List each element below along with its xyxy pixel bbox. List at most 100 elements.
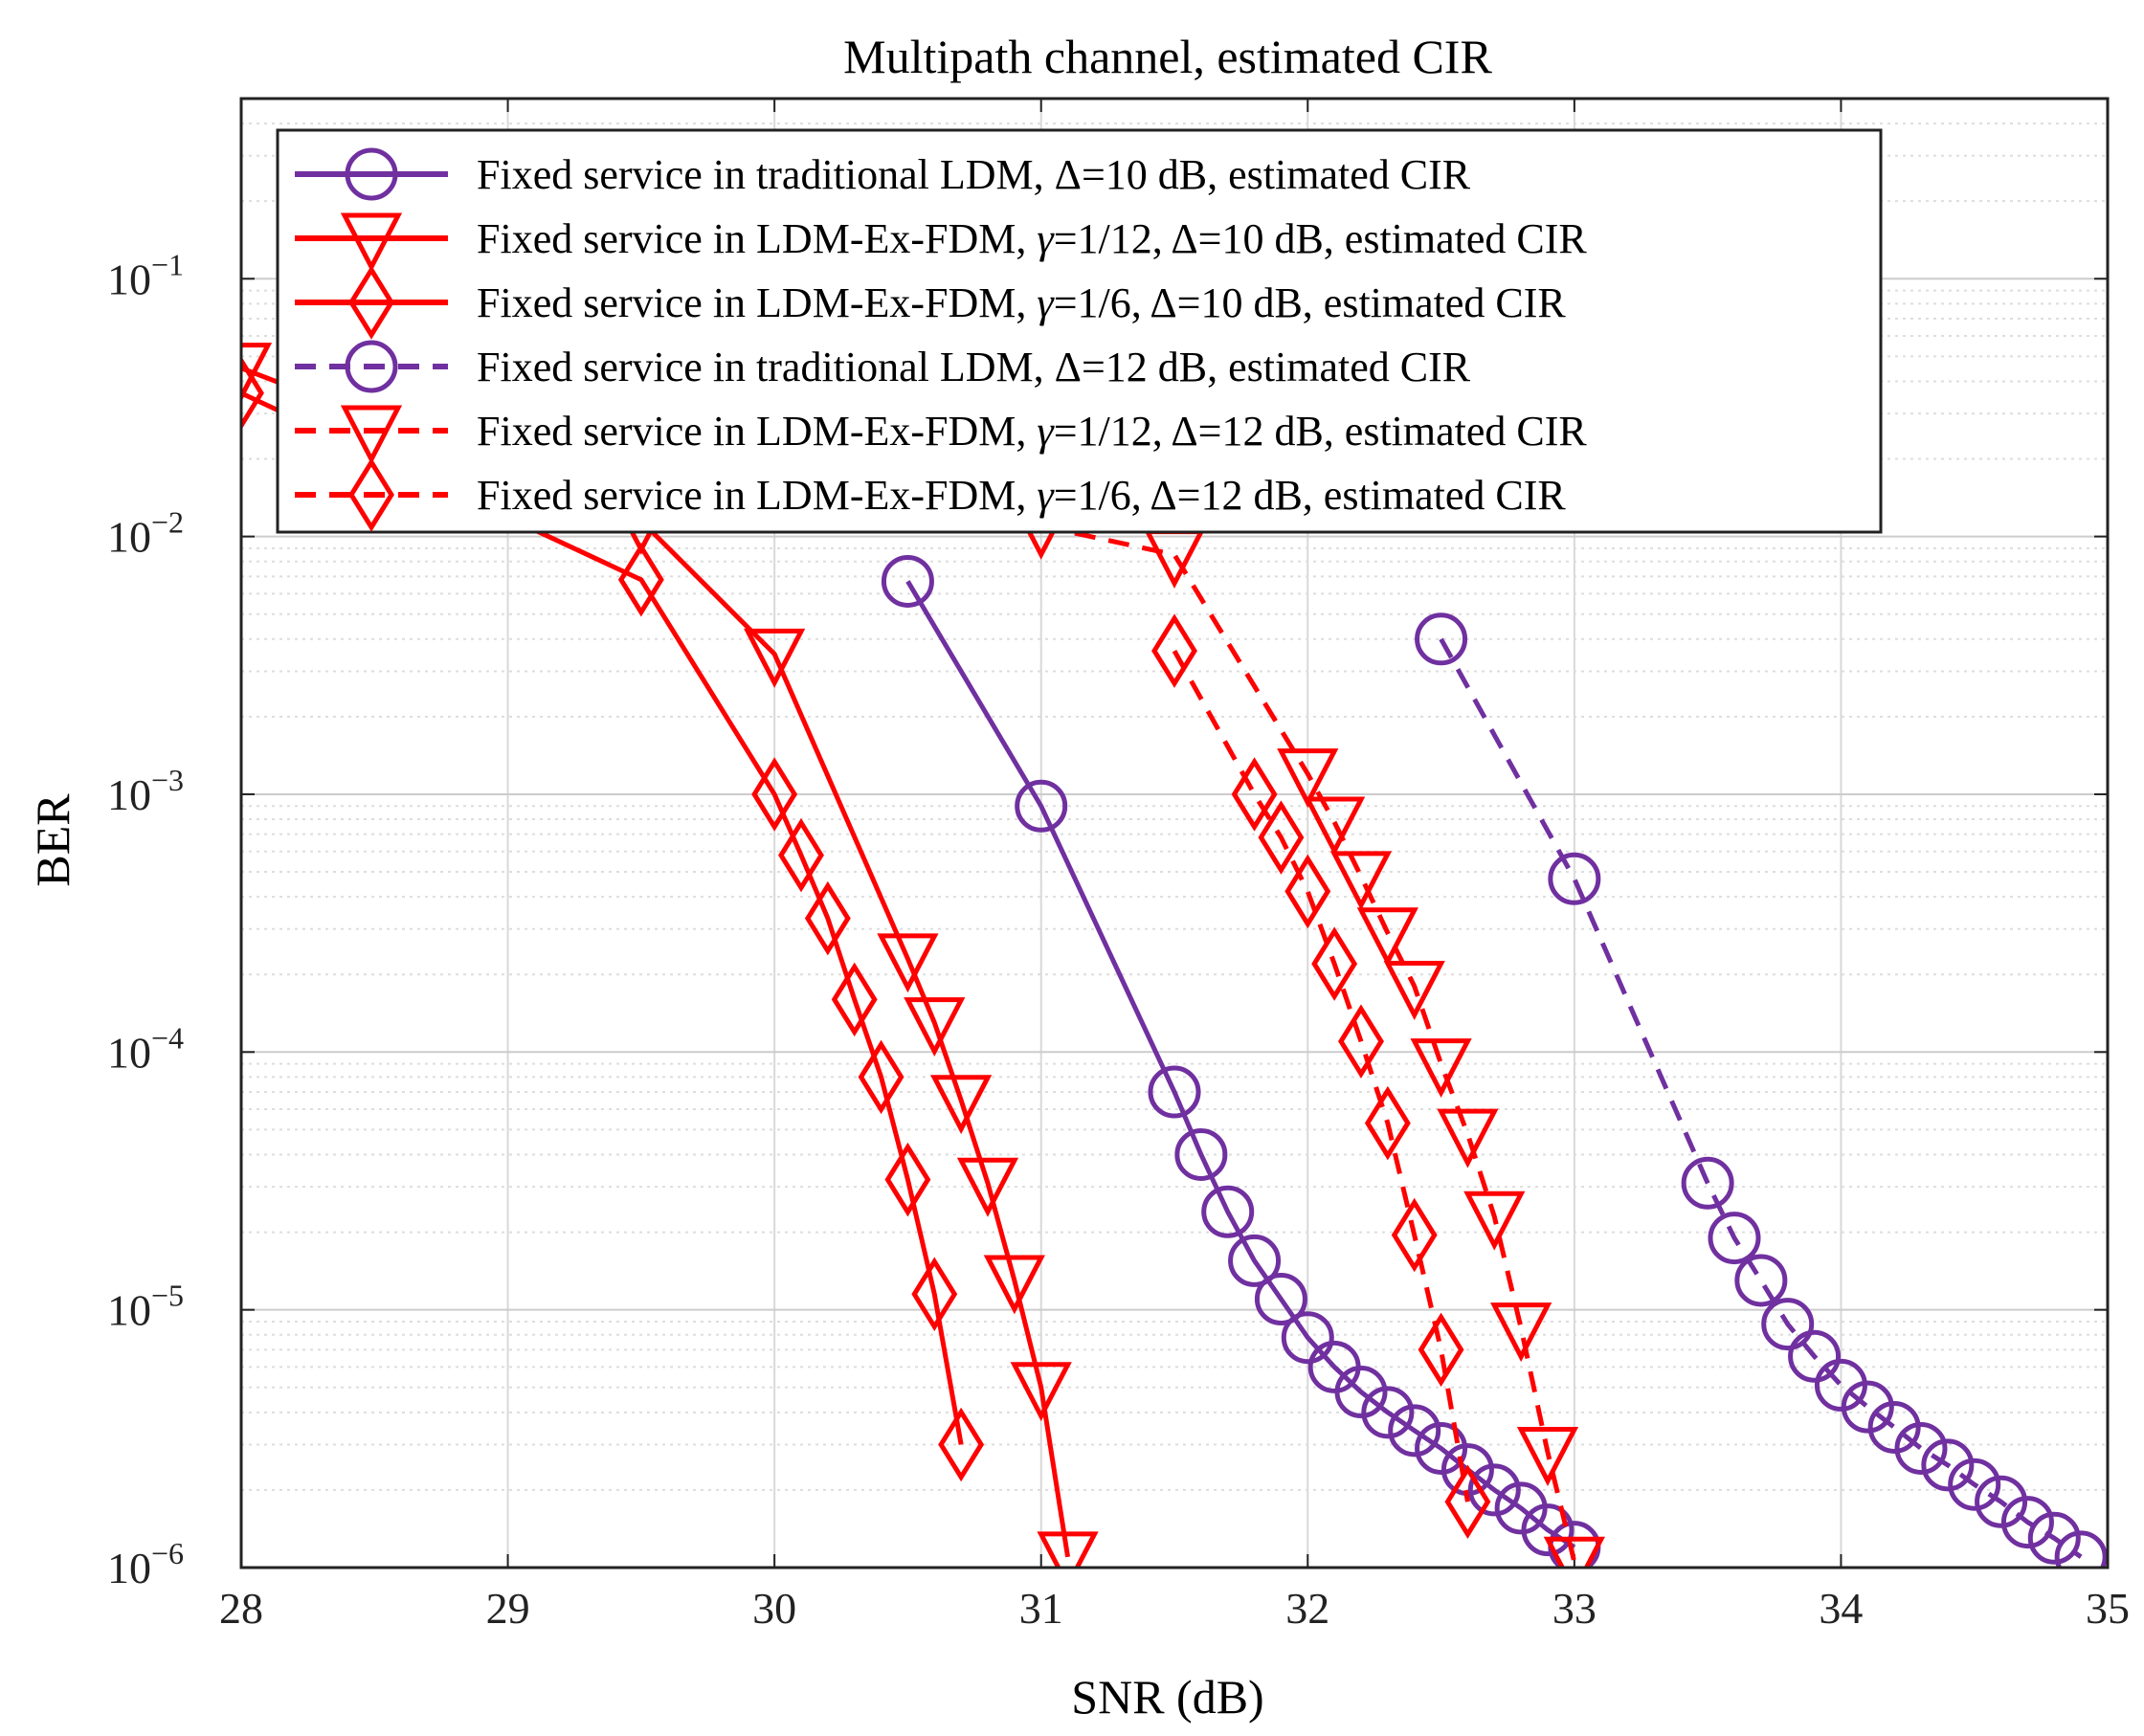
data-point-s1 (1521, 1503, 1574, 1557)
data-point-s6 (1311, 926, 1358, 1001)
data-point-s1 (1201, 1185, 1255, 1238)
data-point-s3 (938, 1407, 985, 1482)
y-axis-label: BER (26, 793, 79, 887)
series-s5 (1010, 500, 1605, 1568)
data-point-s2 (904, 997, 966, 1057)
data-point-s6 (1444, 1464, 1491, 1540)
legend-label-s5: Fixed service in LDM-Ex-FDM, γ=1/12, Δ=1… (477, 408, 1587, 455)
data-point-s5 (1304, 796, 1366, 857)
data-point-s4 (1867, 1400, 1921, 1454)
x-tick-label: 34 (1819, 1584, 1863, 1633)
legend-label-s6: Fixed service in LDM-Ex-FDM, γ=1/6, Δ=12… (477, 472, 1566, 519)
data-point-s5 (1543, 1536, 1605, 1568)
data-point-s1 (1334, 1366, 1388, 1419)
data-point-s5 (1410, 1038, 1472, 1099)
data-point-s6 (1151, 613, 1197, 688)
x-tick-label: 29 (486, 1584, 530, 1633)
series-s6 (1151, 613, 1491, 1540)
data-point-s1 (1281, 1311, 1334, 1365)
data-point-s5 (1490, 1302, 1552, 1363)
x-tick-label: 33 (1552, 1584, 1597, 1633)
data-point-s2 (983, 1255, 1045, 1315)
data-point-s3 (778, 817, 824, 893)
data-point-s2 (930, 1075, 993, 1135)
legend-marker-s2 (340, 212, 403, 273)
data-point-s6 (1231, 757, 1278, 832)
data-point-s1 (1228, 1234, 1282, 1287)
data-point-s4 (1708, 1212, 1761, 1265)
data-point-s3 (804, 880, 851, 956)
legend-label-s3: Fixed service in LDM-Ex-FDM, γ=1/6, Δ=10… (477, 279, 1566, 326)
data-point-s4 (1734, 1254, 1788, 1307)
legend-box (276, 128, 1883, 534)
data-point-s4 (2000, 1496, 2054, 1549)
data-point-s4 (1948, 1458, 2001, 1511)
data-point-s1 (1415, 1421, 1468, 1475)
legend-label-s2: Fixed service in LDM-Ex-FDM, γ=1/12, Δ=1… (477, 215, 1587, 262)
data-point-s1 (1361, 1386, 1415, 1439)
data-point-s5 (1329, 851, 1393, 911)
data-point-s6 (1338, 1004, 1384, 1079)
data-point-s4 (2027, 1511, 2081, 1565)
series-s3 (241, 356, 985, 1482)
legend-marker-s5 (340, 405, 403, 465)
series-line-s3 (241, 390, 964, 1445)
data-point-s4 (1841, 1380, 1894, 1434)
data-point-s5 (1437, 1108, 1499, 1168)
y-tick-label: 10−5 (107, 1279, 184, 1335)
data-point-s4 (1681, 1156, 1734, 1210)
plot-series (241, 343, 2108, 1568)
data-point-s6 (1391, 1197, 1438, 1273)
data-point-s6 (1284, 854, 1331, 929)
x-tick-label: 31 (1019, 1584, 1063, 1633)
legend-label-s4: Fixed service in traditional LDM, Δ=12 d… (477, 344, 1471, 390)
data-point-s2 (877, 933, 939, 993)
data-point-s4 (2054, 1530, 2108, 1568)
series-line-s5 (1040, 523, 1577, 1563)
chart-title: Multipath channel, estimated CIR (843, 30, 1492, 83)
plot-frame (239, 97, 2110, 1569)
legend-marker-s3 (348, 265, 394, 340)
legend: Fixed service in traditional LDM, Δ=10 d… (276, 128, 1883, 534)
x-tick-label: 30 (752, 1584, 796, 1633)
data-point-s5 (1277, 748, 1339, 809)
data-point-s1 (1467, 1463, 1521, 1517)
data-point-s4 (1894, 1421, 1948, 1475)
data-point-s1 (1148, 1065, 1201, 1119)
data-point-s4 (1921, 1438, 1975, 1492)
legend-marker-s6 (348, 457, 394, 532)
x-tick-label: 35 (2086, 1584, 2130, 1633)
data-point-s5 (1463, 1191, 1526, 1251)
data-point-s4 (1788, 1329, 1842, 1383)
data-point-s2 (241, 343, 273, 403)
y-tick-label: 10−3 (107, 763, 184, 819)
x-tick-label: 32 (1285, 1584, 1329, 1633)
series-s4 (1415, 612, 2108, 1568)
data-point-s4 (1548, 852, 1601, 905)
data-point-s4 (1415, 612, 1468, 666)
data-point-s3 (617, 542, 664, 617)
data-point-s5 (1356, 907, 1418, 968)
series-line-s6 (1172, 649, 1470, 1502)
data-point-s3 (241, 356, 264, 431)
data-point-s3 (884, 1142, 931, 1217)
legend-marker-s1 (345, 147, 398, 201)
data-point-s1 (881, 554, 934, 608)
data-point-s5 (1383, 961, 1445, 1020)
x-tick-label: 28 (219, 1584, 263, 1633)
y-tick-label: 10−1 (107, 247, 184, 303)
axis-ticks: 28 29 30 31 32 33 34 35 10−6 10−5 10−4 10−3 10−2 10−1 (107, 99, 2130, 1633)
y-tick-label: 10−4 (107, 1020, 184, 1077)
data-point-s1 (1388, 1404, 1441, 1458)
data-point-s6 (1364, 1085, 1411, 1161)
data-point-s3 (831, 962, 878, 1037)
series-line-s2 (241, 366, 1071, 1558)
x-axis-label: SNR (dB) (1071, 1670, 1263, 1724)
series-s2 (241, 343, 1099, 1568)
data-point-s2 (1037, 1531, 1099, 1568)
data-point-s1 (1254, 1273, 1307, 1326)
series-line-s1 (905, 580, 1576, 1549)
legend-marker-s4 (345, 340, 398, 393)
data-point-s5 (1516, 1427, 1579, 1486)
